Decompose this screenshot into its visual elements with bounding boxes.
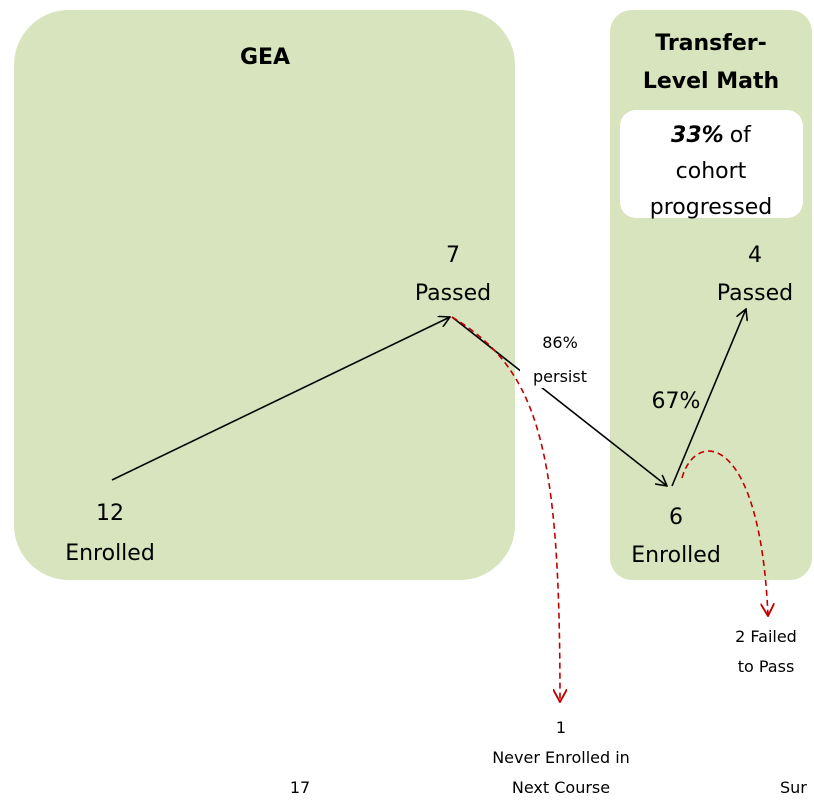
outcome-label: to Pass (738, 657, 795, 676)
edge-label: 67% (652, 389, 701, 414)
node-label: Enrolled (631, 543, 721, 568)
callout-text: cohort (676, 159, 747, 184)
outcome-label: Never Enrolled in (492, 748, 630, 767)
page-number: 17 (290, 778, 310, 797)
outcome-label: Next Course (512, 778, 610, 797)
gea-box (14, 10, 515, 580)
box-title: Level Math (643, 69, 779, 94)
edge-label: persist (533, 367, 587, 386)
callout-emphasis: 33% (671, 123, 724, 148)
outcome-label: 2 Failed (735, 627, 797, 646)
dropout-arrow (451, 316, 560, 702)
box-title: Transfer- (655, 31, 767, 56)
callout-rest: of (730, 123, 752, 148)
dropout-arrow (681, 450, 768, 616)
box-title: GEA (240, 45, 290, 70)
edge-label: 86% (542, 333, 578, 352)
node-count: 6 (669, 505, 683, 530)
node-count: 12 (96, 501, 124, 526)
footer-text: Sur (780, 778, 807, 797)
outcome-label: 1 (556, 718, 566, 737)
arrow (451, 316, 667, 486)
arrow (671, 309, 746, 487)
node-count: 7 (446, 243, 460, 268)
node-count: 4 (748, 243, 762, 268)
node-label: Enrolled (65, 541, 155, 566)
callout-text: 33% of (671, 123, 752, 148)
callout-box (620, 110, 803, 218)
node-label: Passed (415, 281, 491, 306)
edge-label-bg (520, 350, 598, 388)
node-label: Passed (717, 281, 793, 306)
callout-text: progressed (650, 195, 772, 220)
arrow (111, 317, 450, 481)
